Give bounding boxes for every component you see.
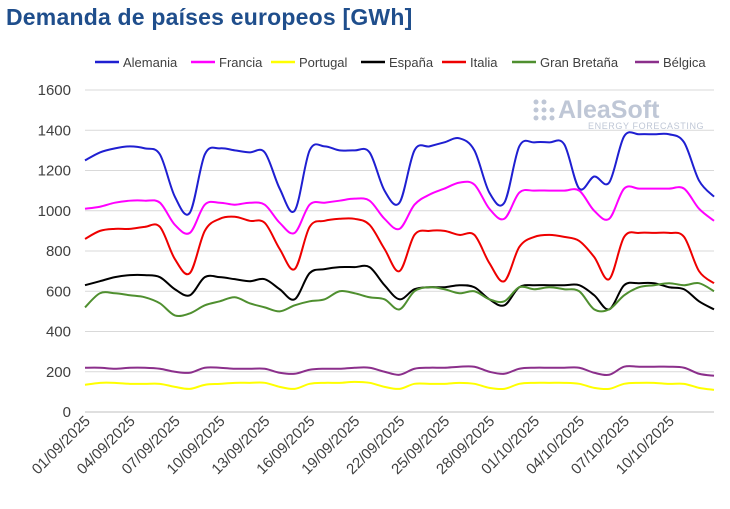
y-tick-label: 1000 — [38, 203, 71, 220]
series-line-italia — [84, 215, 715, 285]
y-tick-label: 1400 — [38, 122, 71, 139]
logo-name: AleaSoft — [558, 96, 660, 124]
x-axis-ticks: 01/09/202504/09/202507/09/202510/09/2025… — [29, 413, 678, 478]
logo-dots-icon — [533, 99, 555, 121]
series-line-bélgica — [84, 365, 715, 377]
legend-label: Italia — [470, 55, 498, 70]
legend-label: Gran Bretaña — [540, 55, 619, 70]
legend-label: Francia — [219, 55, 263, 70]
grid-lines — [85, 89, 714, 413]
y-tick-label: 1600 — [38, 82, 71, 99]
aleasoft-logo: AleaSoft ENERGY FORECASTING — [533, 96, 704, 131]
series-line-gran-bretaña — [84, 281, 715, 318]
series-line-portugal — [84, 380, 715, 391]
y-tick-label: 1200 — [38, 163, 71, 180]
series-lines — [84, 131, 715, 391]
legend-label: Bélgica — [663, 55, 706, 70]
y-axis-ticks: 0 200 400 600 800 1000 1200 1400 1600 — [38, 82, 71, 421]
y-tick-label: 800 — [46, 243, 71, 260]
legend-label: España — [389, 55, 434, 70]
series-line-francia — [84, 180, 715, 235]
series-line-alemania — [84, 131, 715, 216]
y-tick-label: 400 — [46, 324, 71, 341]
y-tick-label: 600 — [46, 283, 71, 300]
legend: Alemania Francia Portugal España Italia Gran … — [95, 55, 706, 70]
legend-label: Alemania — [123, 55, 178, 70]
series-line-españa — [84, 264, 715, 311]
y-tick-label: 0 — [63, 404, 71, 421]
chart-title: Demanda de países europeos [GWh] — [6, 4, 413, 30]
logo-tagline: ENERGY FORECASTING — [588, 121, 704, 131]
legend-label: Portugal — [299, 55, 348, 70]
y-tick-label: 200 — [46, 364, 71, 381]
